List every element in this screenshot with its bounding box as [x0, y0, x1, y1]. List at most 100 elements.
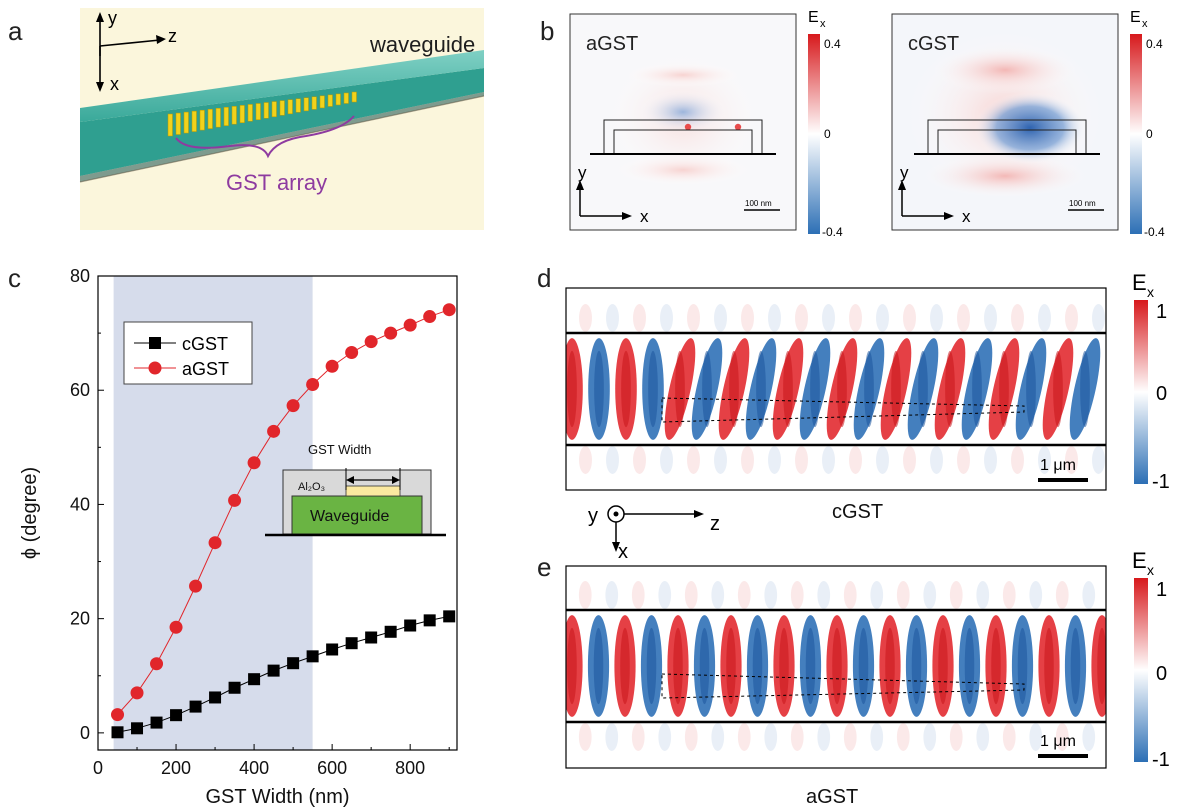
map-axis-y-agst: y — [578, 163, 587, 182]
point-aGST — [286, 399, 300, 413]
point-cGST — [248, 673, 261, 686]
cbar-label-cgst: E — [1130, 9, 1141, 26]
point-aGST — [247, 456, 261, 470]
legend-label-cgst: cGST — [182, 334, 228, 354]
gst-pillar — [303, 97, 309, 112]
colorbar-cgst — [1130, 34, 1142, 234]
cbar-tick-max-cgst: 0.4 — [1146, 37, 1163, 51]
panel-label-c: c — [8, 263, 21, 293]
legend-marker-agst — [148, 361, 162, 375]
panel-b-map-agst: aGST y x 100 nm E x 0.4 0 -0.4 — [569, 9, 843, 239]
chart-inset-crosssection: GST Width Al₂O₃ Waveguide — [265, 442, 446, 537]
cbar-d-sub: x — [1147, 284, 1154, 300]
schematic-axis-y: y — [108, 8, 117, 28]
inset-layer-label: Al₂O₃ — [298, 481, 325, 493]
point-aGST — [423, 310, 437, 324]
cbar-e-sub: x — [1147, 562, 1154, 578]
gst-array-pillars — [167, 91, 357, 137]
panel-label-e: e — [537, 552, 551, 582]
inset-title: GST Width — [308, 442, 371, 457]
panel-d-field-map: 1 μm cGST — [565, 287, 1107, 523]
point-aGST — [267, 424, 281, 438]
gst-pillar — [327, 94, 333, 107]
inset-gst-strip — [345, 485, 401, 497]
chart-series — [111, 303, 456, 739]
y-tick-label: 40 — [70, 494, 90, 514]
point-aGST — [169, 620, 183, 634]
gst-pillar — [223, 107, 229, 126]
panel-label-a: a — [8, 16, 23, 46]
waveguide-label: waveguide — [369, 32, 475, 57]
point-aGST — [150, 657, 164, 671]
gst-pillar — [167, 113, 173, 137]
gst-pillar — [351, 91, 357, 103]
cbar-d-min: -1 — [1152, 471, 1170, 493]
gst-pillar — [287, 99, 293, 115]
y-tick-label: 0 — [80, 723, 90, 743]
gst-pillar — [175, 112, 181, 135]
panel-label-b: b — [540, 16, 554, 46]
gst-pillar — [295, 98, 301, 113]
point-aGST — [306, 378, 320, 392]
gst-pillar — [207, 108, 213, 129]
cbar-e-min: -1 — [1152, 749, 1170, 771]
point-cGST — [365, 631, 378, 644]
colorbar-d: E x 1 0 -1 — [1132, 270, 1170, 493]
y-axis-label: ϕ (degree) — [19, 467, 41, 559]
map-axis-x-agst: x — [640, 207, 649, 226]
panel-c-chart: 0 200 400 600 800 0 20 40 60 80 GST Width (nm) ϕ … — [19, 266, 458, 808]
point-aGST — [325, 359, 339, 373]
scalebar-d: 1 μm — [1040, 457, 1076, 474]
map-title-agst: aGST — [586, 33, 638, 55]
point-aGST — [111, 708, 125, 722]
de-axis-x: x — [618, 541, 628, 563]
map-title-cgst: cGST — [908, 33, 959, 55]
inset-core-label: Waveguide — [310, 508, 390, 525]
point-cGST — [267, 664, 280, 677]
colorbar-agst — [808, 34, 820, 234]
y-tick-label: 80 — [70, 266, 90, 286]
y-tick-label: 60 — [70, 380, 90, 400]
de-axis-z: z — [710, 513, 720, 535]
gst-pillar — [247, 104, 253, 122]
gst-array-brace — [175, 115, 355, 159]
cbar-sub-agst: x — [820, 18, 826, 30]
x-axis-label: GST Width (nm) — [205, 786, 349, 808]
gst-pillar — [311, 96, 317, 110]
point-cGST — [287, 657, 300, 670]
cbar-d-label: E — [1132, 270, 1147, 295]
cbar-e-zero: 0 — [1156, 663, 1167, 685]
schematic-axis-z: z — [168, 26, 177, 46]
cbar-tick-max-agst: 0.4 — [824, 37, 841, 51]
gst-pillar — [183, 111, 189, 134]
y-tick-label: 20 — [70, 609, 90, 629]
point-cGST — [345, 637, 358, 650]
gst-pillar — [335, 93, 341, 106]
legend-marker-cgst — [149, 337, 161, 349]
gst-pillar — [191, 110, 197, 132]
panel-e-field-map: 1 μm aGST — [565, 565, 1107, 808]
legend-label-agst: aGST — [182, 359, 229, 379]
point-cGST — [443, 610, 456, 623]
schematic-axis-x: x — [110, 74, 119, 94]
cbar-d-zero: 0 — [1156, 383, 1167, 405]
gst-pillar — [239, 105, 245, 123]
waveguide-side — [80, 68, 484, 176]
cbar-tick-zero-agst: 0 — [824, 127, 831, 141]
waveguide-top — [80, 50, 484, 122]
chart-ticks: 0 200 400 600 800 0 20 40 60 80 — [70, 266, 450, 778]
panel-b-map-cgst: cGST y x 100 nm E x 0.4 0 -0.4 — [891, 9, 1165, 239]
x-tick-label: 400 — [239, 758, 269, 778]
gst-pillar — [279, 100, 285, 116]
cbar-d-max: 1 — [1156, 301, 1167, 323]
gst-pillar — [199, 109, 205, 131]
point-aGST — [403, 318, 417, 332]
point-cGST — [404, 619, 417, 632]
point-cGST — [189, 700, 202, 713]
point-aGST — [384, 326, 398, 340]
gst-pillar — [271, 101, 277, 118]
gst-array-label: GST array — [226, 170, 327, 195]
point-cGST — [111, 726, 124, 739]
scalebar-e: 1 μm — [1040, 733, 1076, 750]
